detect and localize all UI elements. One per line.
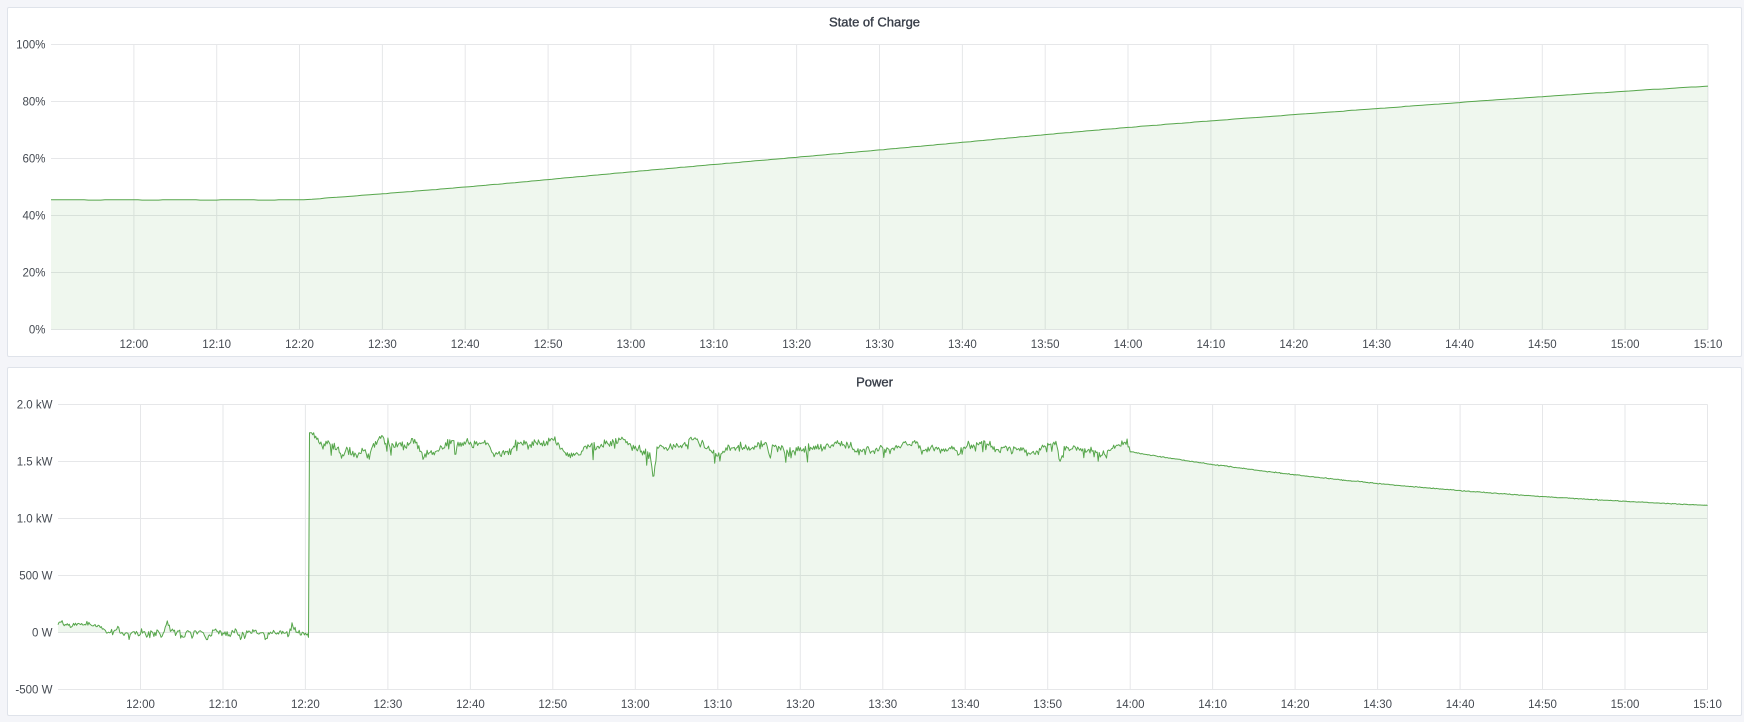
svg-text:-500 W: -500 W	[15, 685, 52, 697]
svg-text:0 W: 0 W	[32, 628, 53, 640]
svg-text:80%: 80%	[22, 97, 45, 109]
svg-text:12:20: 12:20	[291, 699, 320, 711]
svg-text:0%: 0%	[29, 325, 46, 337]
svg-text:15:10: 15:10	[1694, 339, 1723, 351]
svg-text:12:40: 12:40	[456, 699, 485, 711]
svg-text:12:20: 12:20	[285, 339, 314, 351]
svg-text:40%: 40%	[22, 211, 45, 223]
svg-text:State of Charge: State of Charge	[829, 15, 920, 30]
svg-text:20%: 20%	[22, 268, 45, 280]
svg-text:13:50: 13:50	[1031, 339, 1060, 351]
svg-text:12:30: 12:30	[368, 339, 397, 351]
svg-text:100%: 100%	[16, 40, 45, 52]
svg-text:14:00: 14:00	[1116, 699, 1145, 711]
svg-text:14:00: 14:00	[1114, 339, 1143, 351]
svg-text:13:10: 13:10	[703, 699, 732, 711]
svg-text:15:10: 15:10	[1693, 699, 1722, 711]
svg-text:12:10: 12:10	[202, 339, 231, 351]
svg-text:14:50: 14:50	[1528, 339, 1557, 351]
svg-text:14:50: 14:50	[1528, 699, 1557, 711]
svg-text:13:50: 13:50	[1033, 699, 1062, 711]
svg-text:12:30: 12:30	[374, 699, 403, 711]
svg-text:14:10: 14:10	[1198, 699, 1227, 711]
svg-text:1.5 kW: 1.5 kW	[17, 457, 53, 469]
svg-text:13:40: 13:40	[951, 699, 980, 711]
svg-text:2.0 kW: 2.0 kW	[17, 400, 53, 412]
svg-text:13:30: 13:30	[865, 339, 894, 351]
svg-text:14:20: 14:20	[1281, 699, 1310, 711]
svg-text:13:00: 13:00	[621, 699, 650, 711]
svg-text:13:10: 13:10	[699, 339, 728, 351]
svg-text:14:30: 14:30	[1363, 699, 1392, 711]
svg-text:13:20: 13:20	[786, 699, 815, 711]
svg-text:Power: Power	[856, 375, 894, 390]
svg-text:15:00: 15:00	[1611, 339, 1640, 351]
svg-text:15:00: 15:00	[1611, 699, 1640, 711]
svg-text:14:40: 14:40	[1446, 699, 1475, 711]
svg-text:500 W: 500 W	[19, 571, 52, 583]
svg-text:60%: 60%	[22, 154, 45, 166]
svg-text:12:10: 12:10	[209, 699, 238, 711]
svg-text:14:30: 14:30	[1362, 339, 1391, 351]
svg-text:12:50: 12:50	[538, 699, 567, 711]
svg-text:14:40: 14:40	[1445, 339, 1474, 351]
svg-text:13:30: 13:30	[868, 699, 897, 711]
svg-text:13:40: 13:40	[948, 339, 977, 351]
svg-text:12:50: 12:50	[534, 339, 563, 351]
svg-text:12:00: 12:00	[120, 339, 149, 351]
svg-text:14:20: 14:20	[1279, 339, 1308, 351]
svg-text:1.0 kW: 1.0 kW	[17, 514, 53, 526]
svg-text:13:00: 13:00	[617, 339, 646, 351]
svg-text:14:10: 14:10	[1197, 339, 1226, 351]
svg-text:12:00: 12:00	[126, 699, 155, 711]
svg-text:13:20: 13:20	[782, 339, 811, 351]
svg-text:12:40: 12:40	[451, 339, 480, 351]
